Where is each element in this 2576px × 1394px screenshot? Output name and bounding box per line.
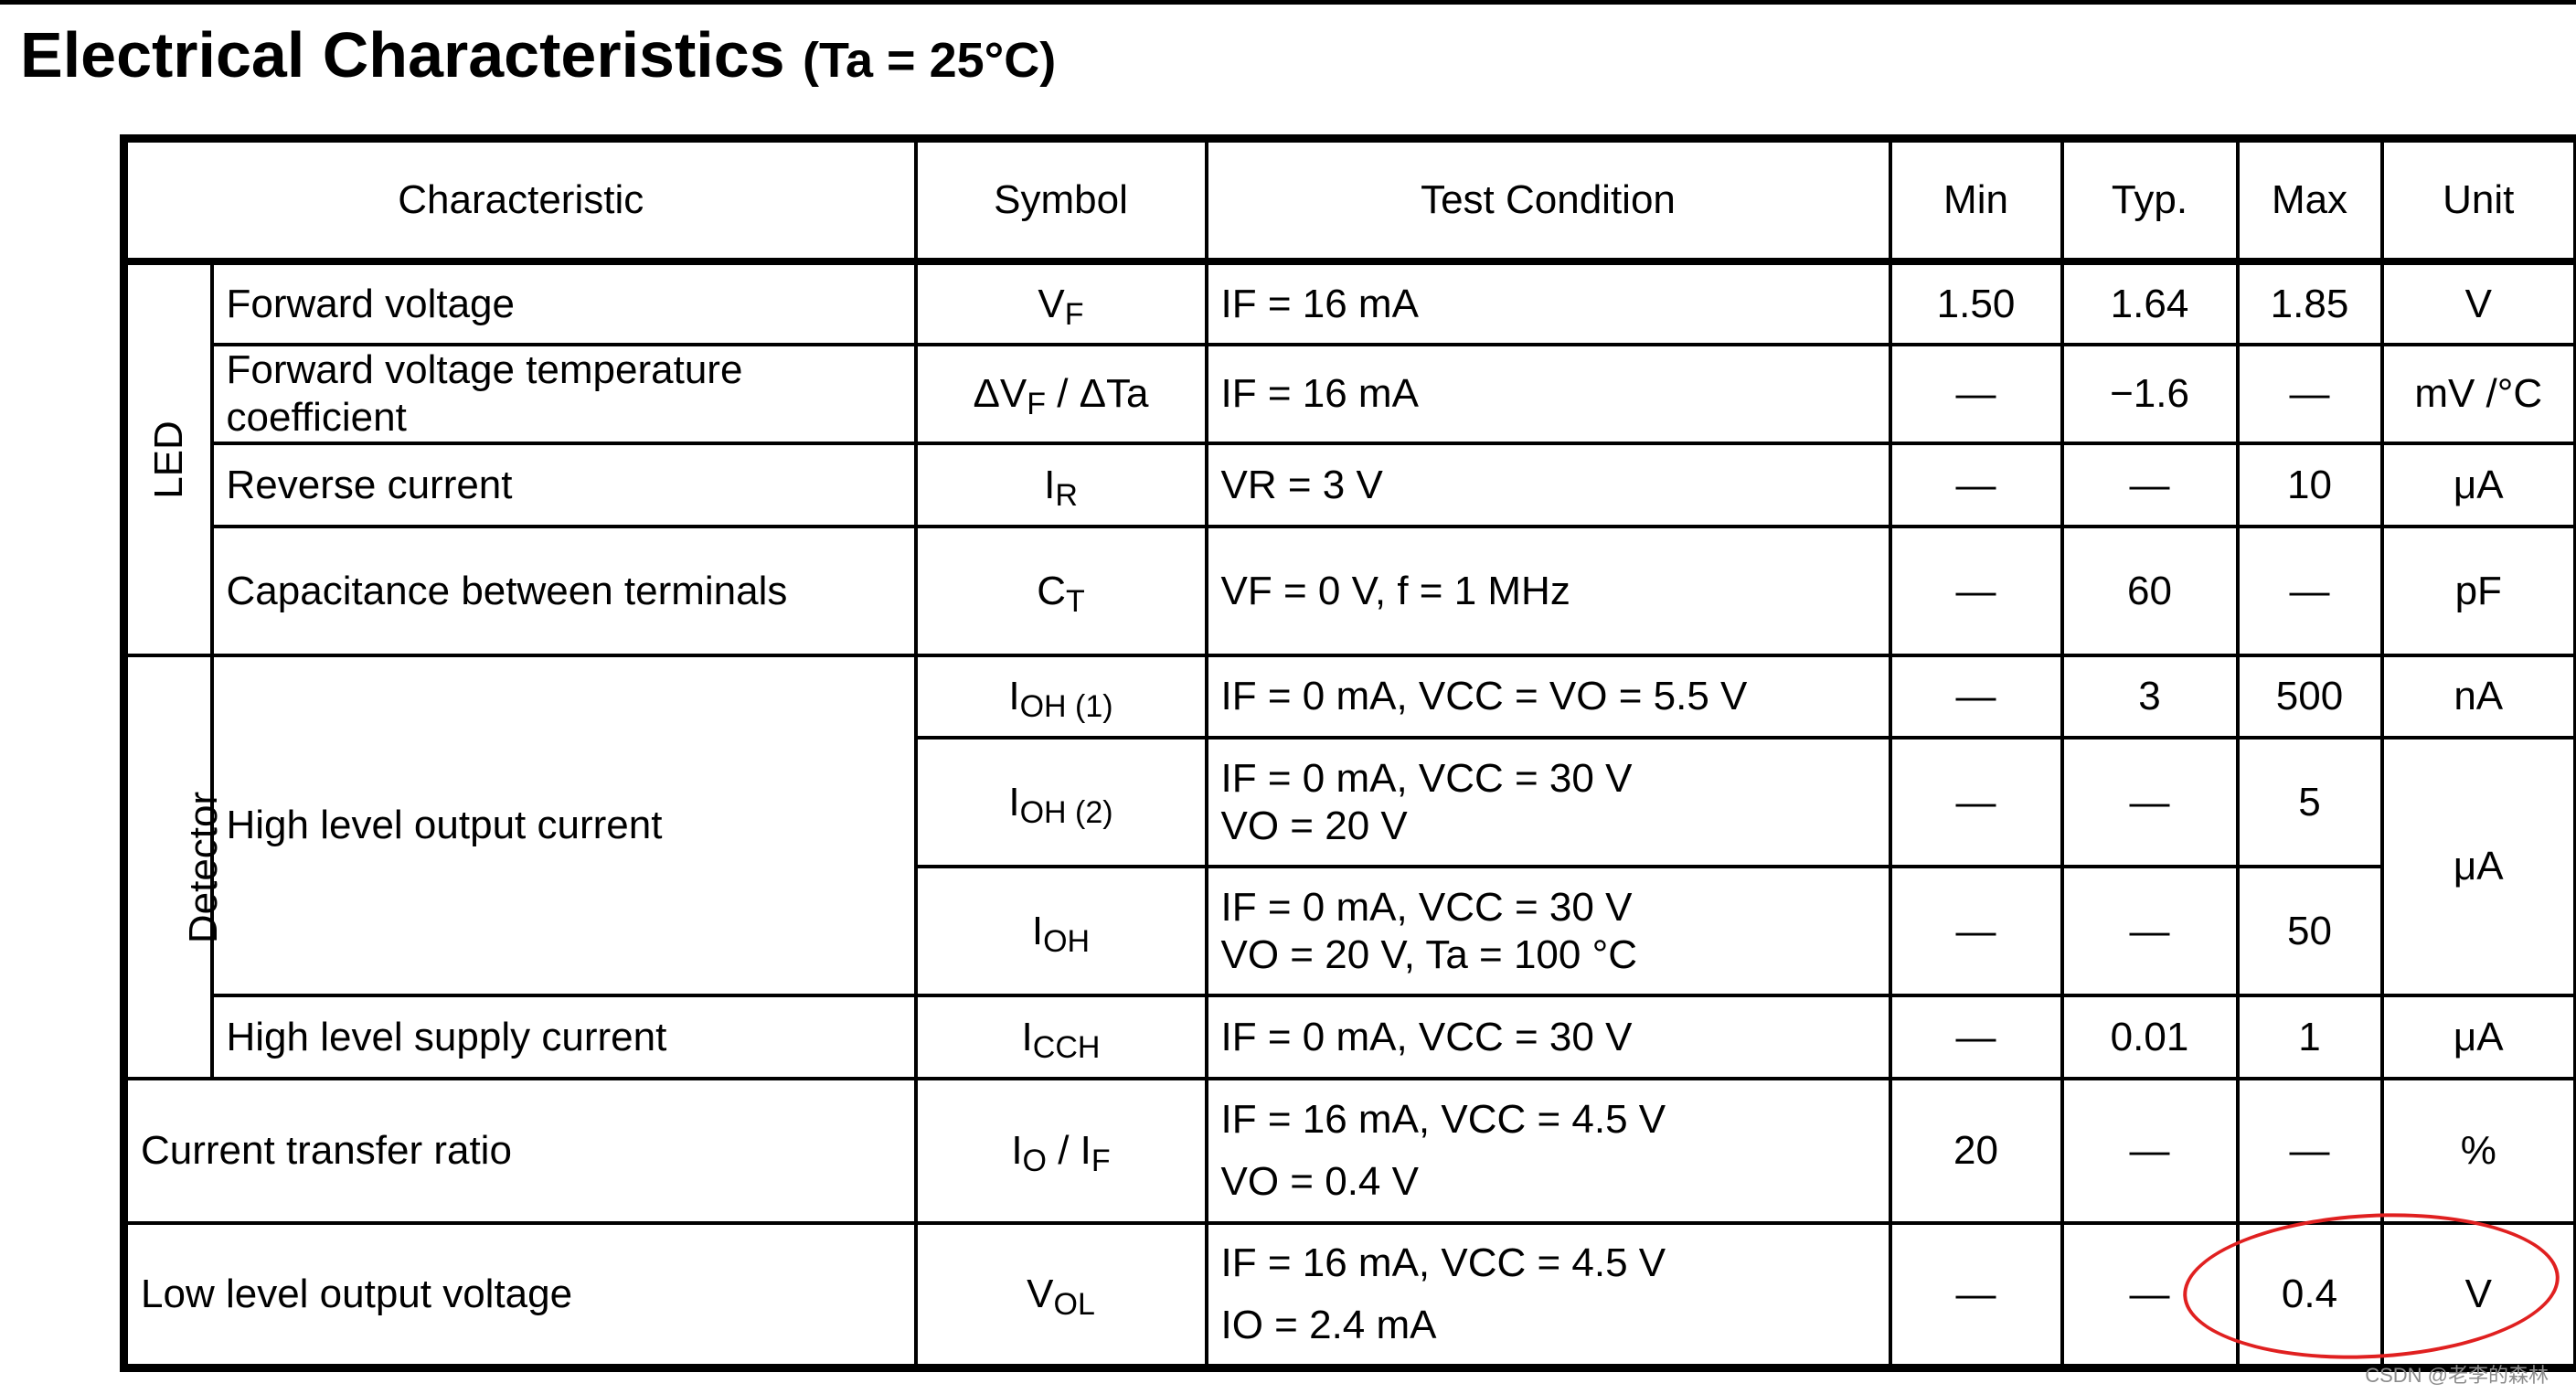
cell-unit: nA	[2379, 654, 2576, 740]
electrical-characteristics-table: Characteristic Symbol Test Condition Min…	[120, 134, 2576, 1372]
cell-max: 1	[2235, 994, 2384, 1080]
title-main: Electrical Characteristics	[20, 19, 785, 90]
cell-condition: VF = 0 V, f = 1 MHz	[1204, 525, 1892, 657]
cell-unit: mV /°C	[2379, 343, 2576, 445]
cell-max: 500	[2235, 654, 2384, 740]
cell-characteristic: Low level output voltage	[122, 1221, 918, 1369]
cell-characteristic: Forward voltage temperature coefficient	[209, 343, 918, 445]
cell-max: 1.85	[2235, 260, 2384, 346]
cell-typ: 0.01	[2060, 994, 2240, 1080]
cell-unit: pF	[2379, 525, 2576, 657]
group-label-led: LED	[145, 420, 191, 499]
cell-max: 50	[2235, 865, 2384, 997]
table-row: Capacitance between terminals CT VF = 0 …	[124, 525, 2576, 657]
cell-symbol: ICCH	[913, 994, 1208, 1080]
table-row: IOH (2) IF = 0 mA, VCC = 30 V VO = 20 V —…	[124, 736, 2576, 997]
table-row: Current transfer ratio IO / IF IF = 16 m…	[122, 1077, 2576, 1225]
cell-condition: IF = 0 mA, VCC = 30 V	[1204, 994, 1892, 1080]
header-test-condition: Test Condition	[1204, 136, 1892, 265]
header-symbol: Symbol	[913, 136, 1208, 265]
cell-min: —	[1888, 1221, 2064, 1369]
cell-condition: VR = 3 V	[1204, 442, 1892, 528]
header-typ: Typ.	[2060, 136, 2240, 265]
cell-typ: 1.64	[2060, 260, 2240, 346]
cell-min: —	[1888, 343, 2064, 445]
header-characteristic: Characteristic	[122, 136, 918, 265]
cell-symbol: VF	[913, 260, 1208, 346]
title-condition: (Ta = 25°C)	[803, 33, 1057, 88]
cell-characteristic: Current transfer ratio	[122, 1077, 918, 1225]
cell-unit: V	[2379, 1221, 2576, 1369]
cell-max: 5	[2235, 736, 2384, 868]
cell-symbol: IR	[913, 442, 1208, 528]
group-led: LED	[122, 260, 214, 657]
cell-typ: —	[2060, 736, 2240, 868]
cell-max: 10	[2235, 442, 2384, 528]
watermark: CSDN @老李的森林	[2365, 1364, 2549, 1387]
cell-symbol: ΔVF / ΔTa	[913, 343, 1208, 445]
cell-unit: %	[2379, 1077, 2576, 1225]
cell-symbol: IOH (2)	[913, 736, 1208, 868]
cell-characteristic: High level output current	[209, 654, 918, 997]
top-rule	[0, 0, 2576, 5]
cell-characteristic: Forward voltage	[209, 260, 918, 346]
cell-typ: —	[2060, 442, 2240, 528]
header-row: Characteristic Symbol Test Condition Min…	[122, 136, 2576, 265]
cell-typ: −1.6	[2060, 343, 2240, 445]
cell-symbol: IO / IF	[913, 1077, 1208, 1225]
table-row: Reverse current IR VR = 3 V — — 10 μA	[124, 442, 2576, 528]
cell-characteristic: Reverse current	[209, 442, 918, 528]
cell-max: —	[2235, 1077, 2384, 1225]
table-row: Detector High level output current IOH (…	[122, 654, 2576, 1080]
cell-typ: —	[2060, 1077, 2240, 1225]
cell-symbol: IOH (1)	[913, 654, 1208, 740]
table-row: Low level output voltage VOL IF = 16 mA,…	[122, 1221, 2576, 1369]
cell-min: —	[1888, 736, 2064, 868]
cell-condition: IF = 0 mA, VCC = 30 V VO = 20 V, Ta = 100…	[1204, 865, 1892, 997]
cell-min: —	[1888, 525, 2064, 657]
group-label-detector: Detector	[181, 791, 227, 943]
cell-condition: IF = 16 mA	[1204, 260, 1892, 346]
cell-condition: IF = 16 mA, VCC = 4.5 V VO = 0.4 V	[1204, 1077, 1892, 1225]
header-unit: Unit	[2379, 136, 2576, 265]
cell-condition: IF = 0 mA, VCC = VO = 5.5 V	[1204, 654, 1892, 740]
cell-min: 20	[1888, 1077, 2064, 1225]
cell-symbol: CT	[913, 525, 1208, 657]
header-min: Min	[1888, 136, 2064, 265]
cell-typ: 3	[2060, 654, 2240, 740]
cell-typ: —	[2060, 865, 2240, 997]
cell-typ: —	[2060, 1221, 2240, 1369]
cell-condition: IF = 0 mA, VCC = 30 V VO = 20 V	[1204, 736, 1892, 868]
cell-condition: IF = 16 mA, VCC = 4.5 V IO = 2.4 mA	[1204, 1221, 1892, 1369]
cell-min: —	[1888, 994, 2064, 1080]
table-row: High level supply current ICCH IF = 0 mA…	[124, 994, 2576, 1080]
cell-min: —	[1888, 654, 2064, 740]
cell-symbol: VOL	[913, 1221, 1208, 1369]
group-detector: Detector	[122, 654, 226, 1080]
cell-characteristic: High level supply current	[209, 994, 918, 1080]
cell-max: 0.4	[2235, 1221, 2384, 1369]
table-row: LED Forward voltage VF IF = 16 mA 1.50 1…	[122, 260, 2576, 657]
cell-unit: μA	[2379, 442, 2576, 528]
cell-unit: V	[2379, 260, 2576, 346]
cell-max: —	[2235, 343, 2384, 445]
cell-condition: IF = 16 mA	[1204, 343, 1892, 445]
cell-characteristic: Capacitance between terminals	[209, 525, 918, 657]
table-row: Forward voltage temperature coefficient …	[124, 343, 2576, 445]
header-max: Max	[2235, 136, 2384, 265]
cell-min: —	[1888, 865, 2064, 997]
cell-max: —	[2235, 525, 2384, 657]
cell-unit: μA	[2379, 994, 2576, 1080]
cell-min: —	[1888, 442, 2064, 528]
cell-unit: μA	[2379, 736, 2576, 997]
cell-symbol: IOH	[913, 865, 1208, 997]
table-row: IOH IF = 0 mA, VCC = 30 V VO = 20 V, Ta =…	[124, 865, 2576, 997]
page-title: Electrical Characteristics (Ta = 25°C)	[20, 18, 1056, 91]
cell-min: 1.50	[1888, 260, 2064, 346]
cell-typ: 60	[2060, 525, 2240, 657]
